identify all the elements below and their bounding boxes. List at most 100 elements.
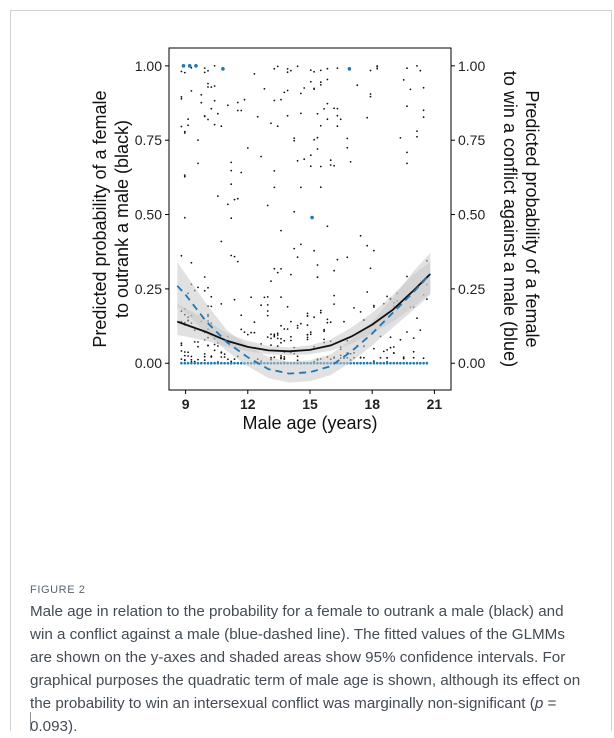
raw-point (402, 357, 405, 360)
raw-point (319, 309, 322, 312)
raw-point (296, 159, 299, 162)
raw-point (223, 356, 226, 358)
raw-point (280, 337, 282, 340)
raw-point (280, 341, 282, 344)
raw-point (276, 337, 279, 340)
raw-point (333, 269, 335, 272)
raw-point (233, 298, 236, 301)
raw-point (313, 249, 315, 252)
right-y-tick-label: 0.75 (458, 132, 485, 148)
left-y-axis-label-line2: to outrank a male (black) (112, 120, 132, 318)
raw-point (356, 84, 359, 87)
raw-point (300, 186, 302, 189)
raw-point (323, 338, 325, 341)
raw-point (207, 344, 209, 347)
blue-point (385, 361, 389, 365)
raw-point (389, 336, 392, 338)
blue-point (379, 361, 382, 365)
raw-point (223, 353, 226, 356)
raw-point (309, 69, 312, 71)
raw-point (283, 356, 286, 358)
raw-point (197, 286, 199, 289)
blue-point (399, 361, 402, 365)
raw-point (180, 342, 183, 345)
raw-point (190, 90, 193, 92)
blue-point (200, 361, 203, 365)
raw-point (273, 267, 276, 270)
raw-point (236, 197, 239, 200)
raw-point (180, 254, 183, 257)
x-tick-label: 12 (240, 396, 256, 412)
raw-point (366, 291, 369, 293)
raw-point (280, 355, 282, 357)
raw-point (306, 312, 309, 315)
raw-point (326, 225, 329, 228)
blue-point (365, 361, 369, 365)
raw-point (346, 146, 349, 149)
raw-point (210, 107, 213, 110)
raw-point (376, 65, 379, 67)
blue-point (180, 361, 183, 365)
raw-point (280, 324, 282, 327)
raw-point (276, 332, 279, 335)
raw-point (306, 315, 309, 317)
raw-point (329, 164, 332, 166)
raw-point (359, 234, 362, 237)
raw-point (203, 67, 206, 69)
raw-point (217, 195, 219, 198)
raw-point (266, 304, 269, 306)
raw-point (180, 97, 183, 100)
raw-point (369, 69, 372, 72)
raw-point (366, 244, 369, 247)
raw-point (233, 358, 236, 360)
raw-point (266, 310, 269, 312)
raw-point (313, 316, 315, 319)
raw-point (233, 198, 236, 201)
raw-point (213, 85, 216, 87)
blue-point (213, 361, 216, 365)
raw-point (253, 321, 256, 324)
raw-point (203, 71, 206, 74)
raw-point (389, 346, 392, 349)
fit-line-series-0 (176, 273, 431, 353)
blue-point (359, 361, 362, 365)
raw-point (399, 338, 402, 341)
blue-point (190, 361, 193, 365)
blue-point (193, 361, 196, 365)
raw-point (210, 86, 213, 88)
blue-point (419, 361, 422, 365)
blue-point (229, 361, 233, 365)
raw-point (402, 356, 405, 359)
caption-p-symbol: p (534, 695, 544, 712)
raw-point (227, 203, 229, 206)
raw-point (183, 71, 186, 74)
raw-point (227, 104, 229, 107)
raw-point (260, 155, 262, 158)
raw-point (286, 71, 289, 74)
raw-point (197, 358, 199, 361)
x-axis-label: Male age (years) (242, 413, 377, 433)
ci-band-series-1 (177, 253, 431, 383)
fitted-curves (176, 273, 431, 375)
left-y-tick-label: 0.50 (135, 207, 162, 223)
raw-point (183, 359, 186, 362)
blue-point (223, 361, 226, 365)
raw-point (316, 136, 319, 139)
raw-point (227, 358, 229, 361)
raw-point (406, 67, 408, 70)
raw-point (220, 125, 223, 128)
raw-point (333, 164, 335, 167)
raw-point (197, 345, 199, 348)
raw-point (399, 137, 402, 139)
figure-label: FIGURE 2 (30, 584, 86, 596)
raw-point (280, 356, 282, 359)
blue-point (352, 361, 356, 365)
raw-point (283, 357, 286, 360)
blue-point (422, 361, 425, 365)
raw-point (412, 356, 415, 359)
blue-point (310, 215, 314, 220)
blue-point (347, 67, 352, 71)
raw-point (187, 124, 190, 127)
raw-point (280, 268, 282, 270)
raw-point (419, 69, 422, 72)
